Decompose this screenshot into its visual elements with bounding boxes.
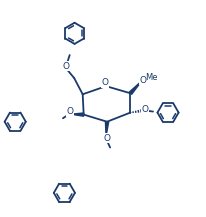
- Polygon shape: [71, 113, 84, 116]
- Text: O: O: [141, 105, 148, 114]
- Text: O: O: [62, 62, 69, 71]
- Text: O: O: [67, 107, 74, 116]
- Text: O: O: [102, 78, 109, 87]
- Polygon shape: [129, 81, 142, 94]
- Polygon shape: [105, 122, 109, 136]
- Text: Me: Me: [145, 73, 157, 82]
- Text: O: O: [139, 76, 146, 85]
- Text: O: O: [103, 134, 110, 143]
